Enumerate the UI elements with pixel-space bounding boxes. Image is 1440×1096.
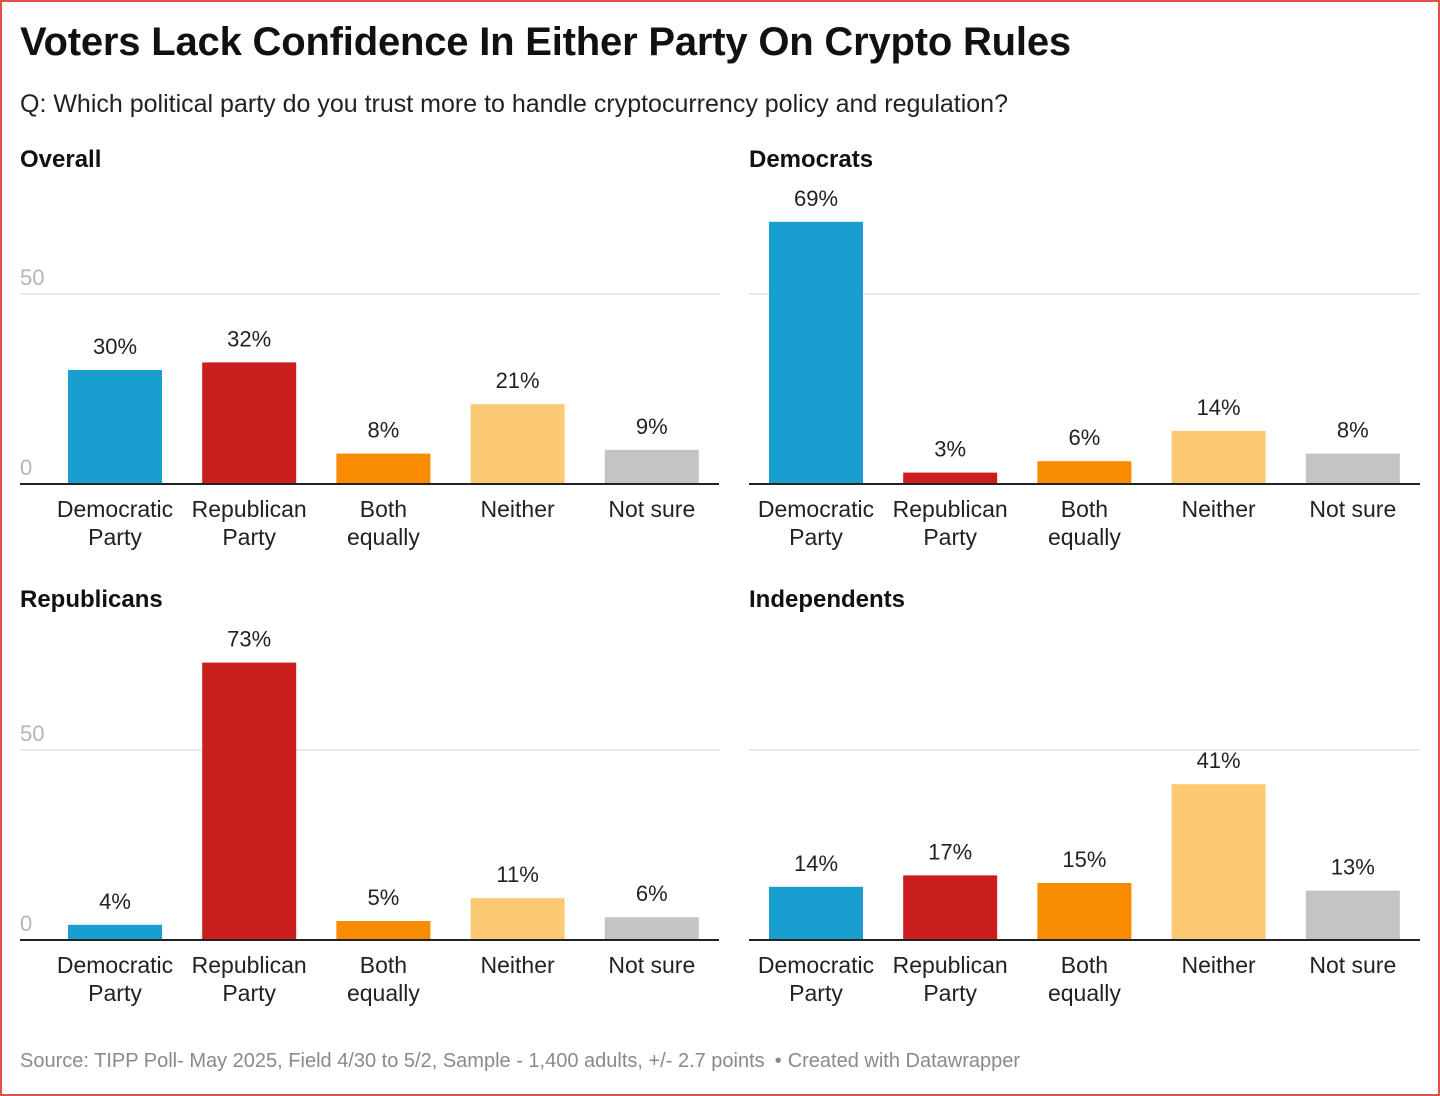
y-tick-label-0: 0 [20,911,32,936]
bar-neither [1171,784,1266,940]
data-label-neither: 11% [496,862,538,887]
bar-republican-party [903,472,998,484]
x-tick-label-republican-party: Republican Party [192,952,307,1006]
bar-democratic-party [769,886,863,940]
bar-both-equally [1037,461,1132,484]
x-tick-label-not-sure: Not sure [1309,496,1396,522]
x-tick-label-not-sure: Not sure [608,496,695,522]
bar-not-sure [604,449,699,484]
panel-independents: 14% Democratic Party 17% Republican Party 15% B… [749,748,1420,1006]
data-label-not-sure: 13% [1331,855,1375,880]
bar-republican-party [202,362,297,484]
bar-both-equally [336,453,431,484]
bar-republican-party [202,662,297,940]
data-label-both-equally: 8% [368,418,400,443]
x-tick-label-democratic-party: Democratic Party [57,496,173,550]
data-label-neither: 21% [496,368,540,393]
data-label-republican-party: 3% [934,437,966,462]
y-tick-label-50: 50 [20,265,44,290]
bar-not-sure [1305,453,1400,484]
x-tick-label-both-equally: Both equally [1048,952,1121,1006]
footer-separator: • [774,1050,782,1072]
data-label-not-sure: 6% [636,881,668,906]
bar-republican-party [903,875,998,940]
data-label-democratic-party: 14% [794,851,838,876]
data-label-both-equally: 5% [368,885,400,910]
bar-democratic-party [68,924,162,940]
bar-neither [1171,430,1266,484]
x-tick-label-republican-party: Republican Party [893,496,1008,550]
x-tick-label-neither: Neither [481,496,555,522]
data-label-republican-party: 73% [227,627,271,652]
data-label-not-sure: 9% [636,414,668,439]
x-tick-label-not-sure: Not sure [1309,952,1396,978]
y-tick-label-0: 0 [20,455,32,480]
bar-not-sure [1305,890,1400,940]
footer: Source: TIPP Poll- May 2025, Field 4/30 … [20,1050,1020,1073]
bar-neither [470,404,565,484]
panel-democrats: 69% Democratic Party 3% Republican Party 6% Bot… [749,186,1420,550]
x-tick-label-neither: Neither [1182,952,1256,978]
panel-title-republicans: Republicans [20,586,163,613]
bar-both-equally [1037,883,1132,940]
x-tick-label-democratic-party: Democratic Party [758,496,874,550]
x-tick-label-not-sure: Not sure [608,952,695,978]
data-label-democratic-party: 4% [99,889,131,914]
data-label-democratic-party: 69% [794,186,838,211]
x-tick-label-both-equally: Both equally [347,952,420,1006]
bar-democratic-party [68,370,162,484]
data-label-both-equally: 15% [1062,847,1106,872]
data-label-both-equally: 6% [1069,425,1101,450]
bar-not-sure [604,917,699,940]
chart-title: Voters Lack Confidence In Either Party O… [20,20,1071,64]
source-note: Source: TIPP Poll- May 2025, Field 4/30 … [20,1050,765,1072]
bar-neither [470,898,565,940]
credit-link[interactable]: Created with Datawrapper [787,1050,1021,1072]
x-tick-label-both-equally: Both equally [347,496,420,550]
x-tick-label-democratic-party: Democratic Party [758,952,874,1006]
x-tick-label-neither: Neither [1182,496,1256,522]
data-label-not-sure: 8% [1337,418,1369,443]
data-label-neither: 14% [1197,395,1241,420]
x-tick-label-republican-party: Republican Party [893,952,1008,1006]
panel-republicans: 0 50 4% Democratic Party 73% Republican Party 5%… [20,627,719,1006]
y-tick-label-50: 50 [20,721,44,746]
x-tick-label-neither: Neither [481,952,555,978]
x-tick-label-democratic-party: Democratic Party [57,952,173,1006]
panel-overall: 0 50 30% Democratic Party 32% Republican Party 8… [20,265,719,550]
data-label-neither: 41% [1197,748,1241,773]
chart-subtitle: Q: Which political party do you trust mo… [20,90,1008,118]
data-label-republican-party: 17% [928,839,972,864]
bar-democratic-party [769,221,863,485]
data-label-republican-party: 32% [227,326,271,351]
bar-both-equally [336,921,431,940]
panel-title-independents: Independents [749,586,906,613]
panel-title-overall: Overall [20,146,102,173]
x-tick-label-republican-party: Republican Party [192,496,307,550]
panel-title-democrats: Democrats [749,146,874,173]
data-label-democratic-party: 30% [93,334,137,359]
x-tick-label-both-equally: Both equally [1048,496,1121,550]
